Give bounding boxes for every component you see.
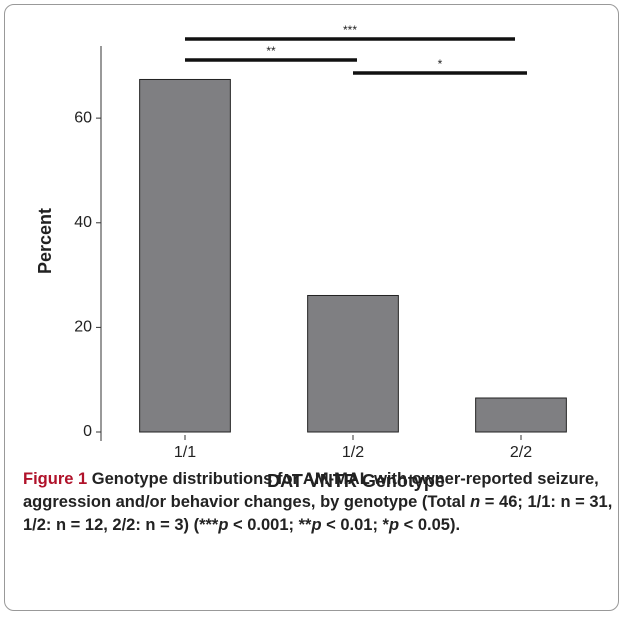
significance-label: * bbox=[438, 57, 443, 71]
y-tick-label: 60 bbox=[74, 109, 92, 126]
bar bbox=[475, 397, 567, 433]
figure-frame: Percent DAT VNTR Genotype 0 20 40 60 1/1 1/2 2… bbox=[4, 4, 619, 611]
caption-italic: p bbox=[311, 516, 322, 534]
x-tick-label: 1/1 bbox=[174, 444, 196, 461]
y-tick-label: 40 bbox=[74, 214, 92, 231]
caption-text: < 0.01; * bbox=[321, 516, 389, 534]
caption: Figure 1 Genotype distributions for AM-M… bbox=[23, 468, 618, 537]
bar bbox=[139, 78, 231, 433]
x-tick-label: 2/2 bbox=[510, 444, 532, 461]
caption-text: = 46; 1/1: n = 31, 1/2: n = 12, 2/2: n =… bbox=[23, 493, 613, 534]
y-tick-label: 20 bbox=[74, 319, 92, 336]
significance-label: ** bbox=[266, 44, 276, 58]
caption-italic: p bbox=[218, 516, 229, 534]
x-axis-label: DAT VNTR Genotype bbox=[267, 471, 445, 491]
caption-text: < 0.001; ** bbox=[228, 516, 312, 534]
x-tick-label: 1/2 bbox=[342, 444, 364, 461]
caption-label: Figure 1 bbox=[23, 470, 88, 488]
caption-text: Genotype distributions for AM-MAL with o… bbox=[23, 470, 599, 511]
chart: Percent DAT VNTR Genotype 0 20 40 60 1/1 1/2 2… bbox=[35, 23, 567, 491]
y-tick-label: 0 bbox=[83, 423, 92, 440]
y-axis-label: Percent bbox=[35, 208, 55, 274]
significance-label: *** bbox=[343, 23, 357, 37]
caption-italic: p bbox=[388, 516, 400, 534]
bar bbox=[307, 294, 399, 433]
caption-italic: n bbox=[470, 493, 481, 511]
caption-text: < 0.05). bbox=[399, 516, 461, 534]
